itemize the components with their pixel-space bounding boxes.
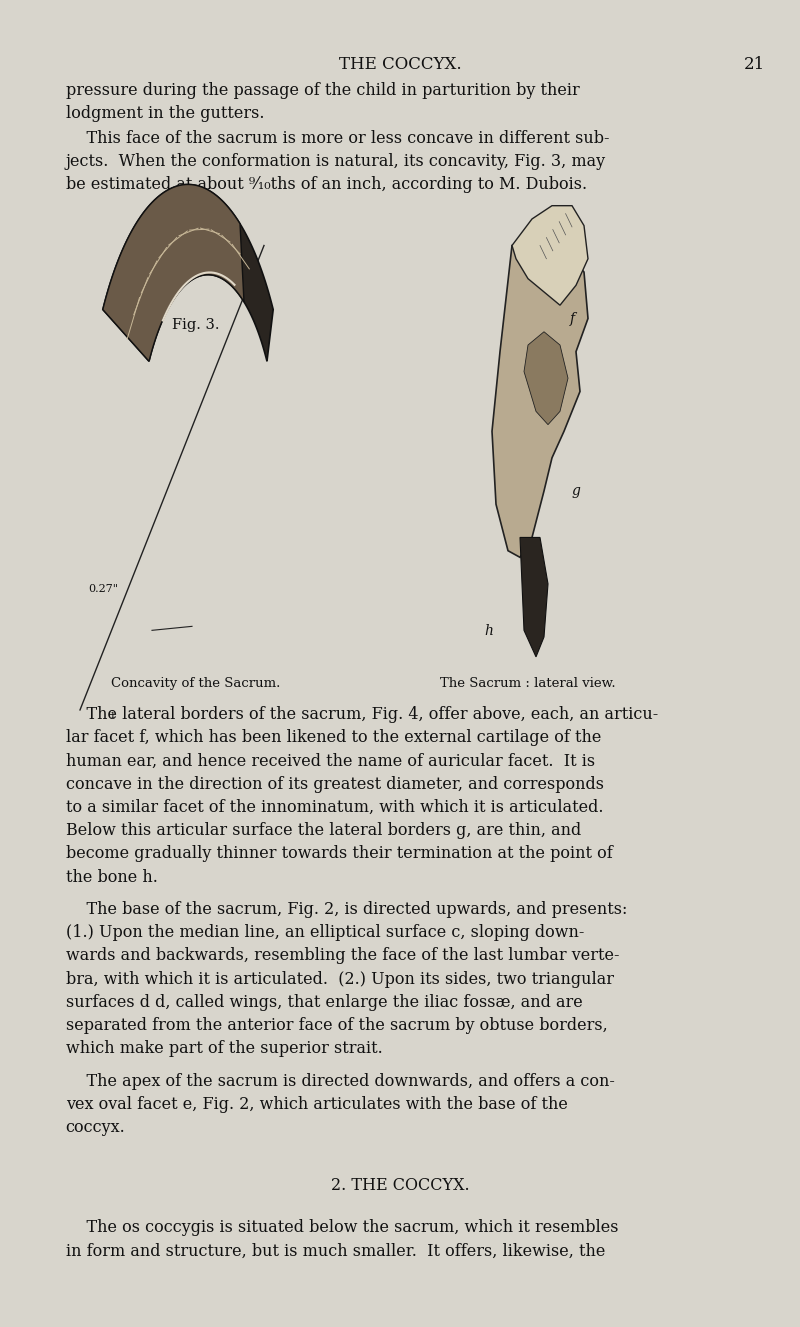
Text: pressure during the passage of the child in parturition by their: pressure during the passage of the child… [66, 82, 579, 100]
Text: h: h [484, 624, 493, 638]
Text: in form and structure, but is much smaller.  It offers, likewise, the: in form and structure, but is much small… [66, 1242, 605, 1259]
Text: wards and backwards, resembling the face of the last lumbar verte-: wards and backwards, resembling the face… [66, 947, 619, 965]
Text: coccyx.: coccyx. [66, 1120, 126, 1136]
Text: (1.) Upon the median line, an elliptical surface c, sloping down-: (1.) Upon the median line, an elliptical… [66, 925, 584, 941]
Text: THE COCCYX.: THE COCCYX. [338, 56, 462, 73]
Text: lar facet f, which has been likened to the external cartilage of the: lar facet f, which has been likened to t… [66, 730, 601, 746]
Polygon shape [103, 184, 244, 361]
Text: to a similar facet of the innominatum, with which it is articulated.: to a similar facet of the innominatum, w… [66, 799, 603, 816]
Polygon shape [103, 184, 273, 361]
Text: Fig. 4.: Fig. 4. [504, 318, 552, 333]
Text: be estimated at about ⁹⁄₁₀ths of an inch, according to M. Dubois.: be estimated at about ⁹⁄₁₀ths of an inch… [66, 176, 586, 194]
Text: The os coccygis is situated below the sacrum, which it resembles: The os coccygis is situated below the sa… [66, 1220, 618, 1237]
Text: The lateral borders of the sacrum, Fig. 4, offer above, each, an articu-: The lateral borders of the sacrum, Fig. … [66, 706, 658, 723]
Text: Fig. 3.: Fig. 3. [172, 318, 220, 333]
Text: surfaces d d, called wings, that enlarge the iliac fossæ, and are: surfaces d d, called wings, that enlarge… [66, 994, 582, 1011]
Text: f: f [570, 312, 574, 326]
Text: Concavity of the Sacrum.: Concavity of the Sacrum. [111, 677, 281, 690]
Text: This face of the sacrum is more or less concave in different sub-: This face of the sacrum is more or less … [66, 130, 609, 147]
Text: i: i [110, 710, 114, 721]
Text: the bone h.: the bone h. [66, 869, 158, 885]
Text: lodgment in the gutters.: lodgment in the gutters. [66, 106, 264, 122]
Text: become gradually thinner towards their termination at the point of: become gradually thinner towards their t… [66, 845, 612, 863]
Polygon shape [524, 332, 568, 425]
Text: vex oval facet e, Fig. 2, which articulates with the base of the: vex oval facet e, Fig. 2, which articula… [66, 1096, 567, 1113]
Polygon shape [512, 206, 588, 305]
Text: The apex of the sacrum is directed downwards, and offers a con-: The apex of the sacrum is directed downw… [66, 1074, 614, 1089]
Text: 2. THE COCCYX.: 2. THE COCCYX. [330, 1177, 470, 1194]
Text: jects.  When the conformation is natural, its concavity, Fig. 3, may: jects. When the conformation is natural,… [66, 153, 606, 170]
Text: bra, with which it is articulated.  (2.) Upon its sides, two triangular: bra, with which it is articulated. (2.) … [66, 971, 614, 987]
Text: Below this articular surface the lateral borders g, are thin, and: Below this articular surface the lateral… [66, 823, 581, 839]
Text: 0.27": 0.27" [88, 584, 118, 594]
Text: The Sacrum : lateral view.: The Sacrum : lateral view. [440, 677, 616, 690]
Text: separated from the anterior face of the sacrum by obtuse borders,: separated from the anterior face of the … [66, 1018, 607, 1034]
Text: which make part of the superior strait.: which make part of the superior strait. [66, 1040, 382, 1058]
Text: The base of the sacrum, Fig. 2, is directed upwards, and presents:: The base of the sacrum, Fig. 2, is direc… [66, 901, 627, 918]
Text: 21: 21 [744, 56, 766, 73]
Text: concave in the direction of its greatest diameter, and corresponds: concave in the direction of its greatest… [66, 775, 604, 792]
Text: g: g [572, 484, 581, 499]
Text: human ear, and hence received the name of auricular facet.  It is: human ear, and hence received the name o… [66, 752, 594, 770]
Polygon shape [520, 537, 548, 657]
Polygon shape [492, 232, 588, 557]
